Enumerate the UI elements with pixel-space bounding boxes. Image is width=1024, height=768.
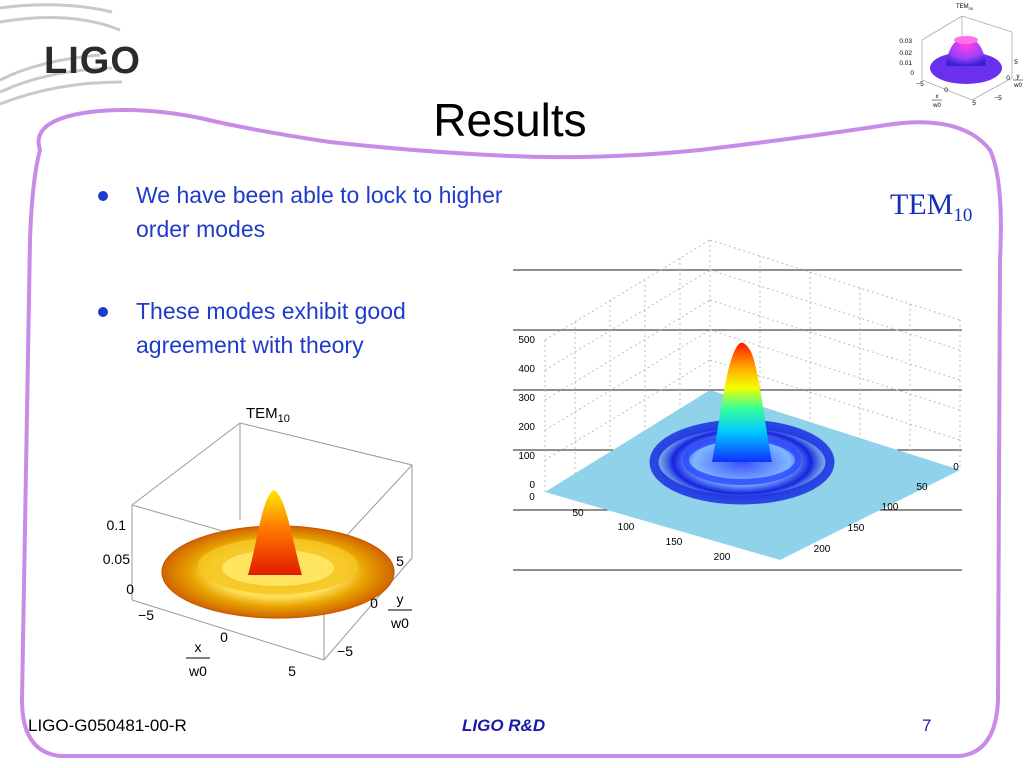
theory-x-label-den: w0 (188, 663, 207, 679)
page-title: Results (433, 94, 587, 146)
measured-mode-label-sub: 10 (953, 205, 973, 226)
bullet-dot (98, 307, 108, 317)
footer-center: LIGO R&D (462, 716, 546, 735)
measured-mode-label-base: TEM (890, 188, 954, 221)
thumb-z-tick: 0.01 (899, 60, 912, 67)
thumb-z-tick: 0.02 (899, 50, 912, 57)
bullet-list: We have been able to lock to higher orde… (98, 178, 518, 410)
thumb-x-tick: 5 (972, 100, 976, 107)
measured-z-tick: 400 (518, 364, 535, 375)
logo-arcs (0, 3, 123, 106)
footer-doc-id: LIGO-G050481-00-R (28, 716, 187, 735)
theory-plot: TEM10 0.1 0.05 0 −5 0 5 5 0 −5 x w0 y w0 (103, 405, 413, 679)
measured-x-tick: 150 (666, 537, 683, 548)
measured-z-tick: 200 (518, 422, 535, 433)
content-border (19, 108, 1003, 758)
thumb-y-tick: 5 (1014, 59, 1018, 66)
theory-y-tick: 0 (370, 595, 378, 611)
theory-y-label: y (397, 591, 404, 607)
theory-z-tick: 0.1 (107, 517, 127, 533)
theory-y-label-den: w0 (390, 615, 409, 631)
bullet-text: We have been able to lock to higher orde… (136, 182, 503, 242)
thumb-z-tick: 0.03 (899, 38, 912, 45)
theory-x-tick: 0 (220, 629, 228, 645)
thumb-x-tick: −5 (916, 81, 924, 88)
measured-y-tick: 0 (953, 462, 959, 473)
theory-z-tick: 0.05 (103, 551, 130, 567)
thumb-x-tick: 0 (944, 87, 948, 94)
measured-x-tick: 100 (618, 522, 635, 533)
theory-y-tick: −5 (337, 643, 353, 659)
measured-y-tick: 200 (814, 544, 831, 555)
thumb-x-label: x (936, 94, 939, 100)
thumb-plot: TEM00 0.03 0.02 0.01 0 −5 0 5 5 0 −5 x w… (899, 4, 1023, 109)
thumb-y-tick: 0 (1006, 75, 1010, 82)
thumb-title: TEM00 (956, 4, 974, 11)
measured-mode-label: TEM10 (890, 188, 972, 227)
measured-y-tick: 50 (916, 482, 928, 493)
measured-z-tick: 0 (529, 480, 535, 491)
measured-z-tick: 100 (518, 451, 535, 462)
thumb-y-tick: −5 (994, 95, 1002, 102)
thumb-y-label: y (1017, 74, 1020, 80)
thumb-y-label-den: w0 (1013, 83, 1022, 89)
measured-x-tick: 50 (572, 508, 584, 519)
theory-title: TEM10 (246, 405, 290, 425)
thumb-z-tick: 0 (910, 70, 914, 77)
theory-y-tick: 5 (396, 553, 404, 569)
bullet-item: These modes exhibit good agreement with … (98, 294, 518, 362)
thumb-x-label-den: w0 (932, 103, 941, 109)
measured-plot: 500 400 300 200 100 0 0 50 100 150 200 0… (513, 239, 962, 571)
bullet-dot (98, 191, 108, 201)
measured-z-tick: 500 (518, 335, 535, 346)
theory-x-label: x (195, 639, 202, 655)
theory-z-tick: 0 (126, 581, 134, 597)
measured-z-tick: 300 (518, 393, 535, 404)
measured-y-tick: 150 (848, 523, 865, 534)
theory-x-tick: −5 (138, 607, 154, 623)
measured-x-tick: 0 (529, 492, 535, 503)
bullet-item: We have been able to lock to higher orde… (98, 178, 518, 246)
bullet-text: These modes exhibit good agreement with … (136, 298, 406, 358)
ligo-logo: LIGO (44, 40, 141, 82)
footer-page-number: 7 (922, 716, 932, 735)
theory-x-tick: 5 (288, 663, 296, 679)
measured-x-tick: 200 (714, 552, 731, 563)
measured-y-tick: 100 (882, 502, 899, 513)
